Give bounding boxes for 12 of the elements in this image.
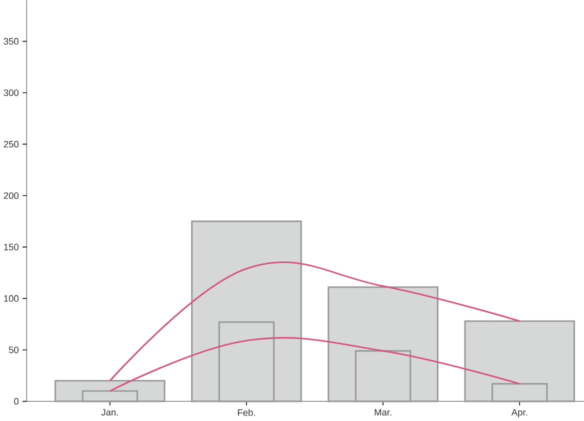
x-tick-label: Jan. [101, 409, 118, 416]
y-tick-label: 150 [4, 244, 19, 250]
y-tick-label: 100 [4, 295, 19, 302]
y-tick-label: 300 [4, 90, 19, 96]
x-tick-label: Apr. [511, 409, 528, 418]
y-tick-label: 0 [14, 398, 19, 405]
y-tick-label: 50 [8, 346, 19, 354]
y-tick-label: 350 [4, 38, 19, 45]
x-tick-label: Feb. [238, 409, 255, 416]
y-tick-label: 200 [4, 192, 19, 199]
x-tick-label: Mar. [374, 409, 392, 416]
y-tick-label: 250 [4, 141, 19, 148]
